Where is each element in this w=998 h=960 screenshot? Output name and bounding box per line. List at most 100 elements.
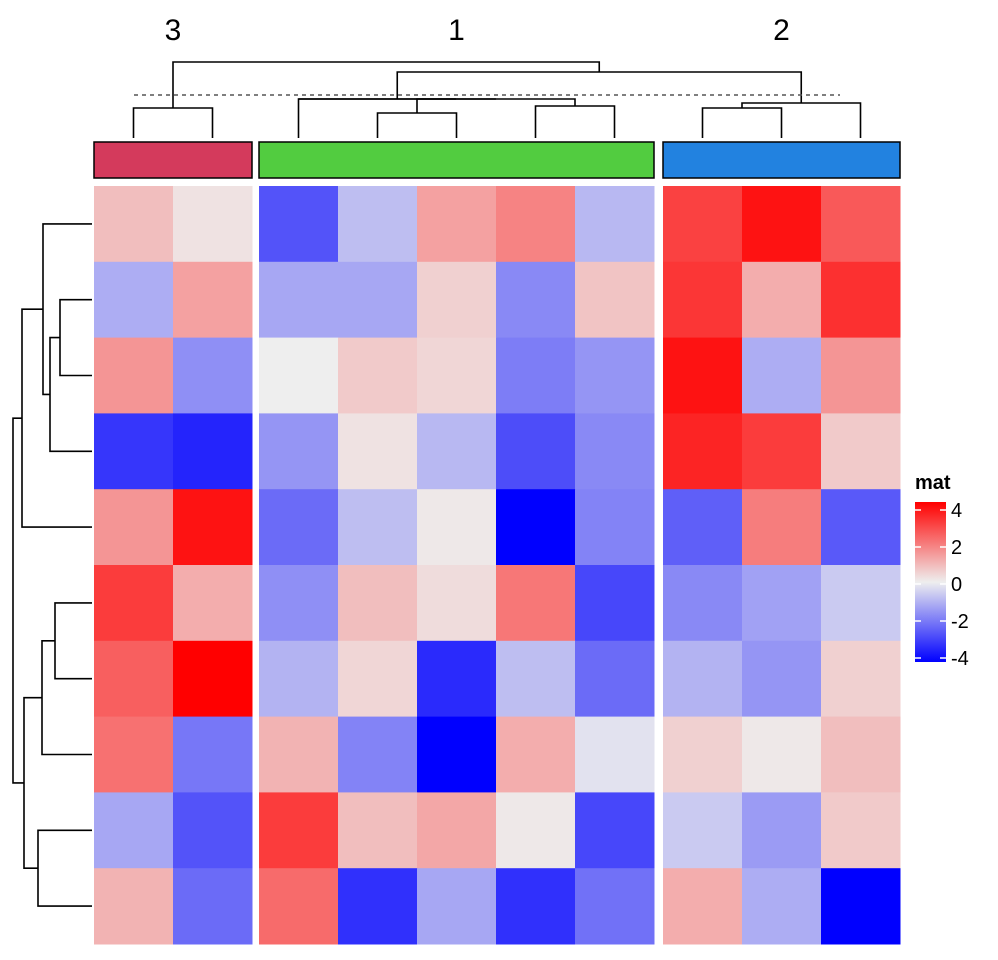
heatmap-cell [338, 413, 418, 490]
heatmap-cell [417, 261, 497, 339]
dendrogram-branch [21, 308, 92, 528]
heatmap-cell [417, 565, 497, 642]
heatmap-cell [742, 186, 822, 263]
heatmap-cell [417, 716, 497, 793]
row-dendrogram [12, 223, 92, 907]
group-labels: 3 1 2 [165, 14, 790, 47]
dendrogram-branch [172, 61, 601, 108]
dendrogram-branch [49, 336, 92, 453]
group-label: 1 [448, 14, 465, 47]
heatmap-cell [94, 640, 174, 718]
group-annotation-bars [93, 141, 901, 179]
heatmap-cell [742, 565, 822, 642]
heatmap-cell [496, 868, 576, 945]
heatmap-cell [259, 261, 339, 339]
heatmap-cell [338, 186, 418, 263]
heatmap-cell [575, 716, 655, 793]
heatmap-cell [742, 716, 822, 793]
heatmap-cell [742, 792, 822, 869]
heatmap-cell [496, 640, 576, 718]
heatmap-cell [173, 640, 253, 718]
heatmap-cell [496, 565, 576, 642]
heatmap-cell [173, 186, 253, 263]
heatmap-cell [663, 413, 743, 490]
heatmap-cell [417, 640, 497, 718]
heatmap-cell [575, 792, 655, 869]
heatmap-cell [742, 413, 822, 490]
dendrogram-branch [534, 105, 616, 138]
heatmap-cell [259, 716, 339, 793]
heatmap-cell [173, 792, 253, 869]
heatmap-cell [94, 413, 174, 490]
group-label: 2 [773, 14, 790, 47]
heatmap-cells [94, 186, 901, 945]
legend-tick-label: 0 [951, 574, 962, 596]
heatmap-cell [663, 868, 743, 945]
heatmap-cell [259, 489, 339, 566]
group-annotation-bar [93, 141, 253, 179]
heatmap-cell [496, 261, 576, 339]
heatmap-cell [742, 261, 822, 339]
heatmap-cell [338, 792, 418, 869]
dendrogram-branch [12, 417, 24, 784]
legend-tick-label: -2 [951, 611, 969, 633]
heatmap-cell [575, 186, 655, 263]
heatmap-cell [94, 565, 174, 642]
heatmap-cell [173, 413, 253, 490]
heatmap-cell [821, 261, 901, 339]
heatmap-cell [496, 186, 576, 263]
heatmap-cell [821, 489, 901, 566]
heatmap-cell [663, 489, 743, 566]
heatmap-cell [94, 792, 174, 869]
heatmap-cell [821, 792, 901, 869]
heatmap-cell [575, 640, 655, 718]
heatmap-cell [663, 337, 743, 414]
heatmap-cell [663, 565, 743, 642]
heatmap-cell [259, 565, 339, 642]
heatmap-cell [173, 261, 253, 339]
legend-tick-label: 2 [951, 537, 962, 559]
heatmap-cell [663, 716, 743, 793]
heatmap-cell [821, 337, 901, 414]
heatmap-cell [575, 261, 655, 339]
heatmap-cell [338, 868, 418, 945]
heatmap-cell [496, 716, 576, 793]
dendrogram-branch [701, 107, 783, 138]
heatmap-cell [821, 868, 901, 945]
heatmap-cell [742, 337, 822, 414]
legend-color-bar [915, 502, 946, 662]
heatmap-cell [821, 716, 901, 793]
heatmap-cell [338, 640, 418, 718]
heatmap-cell [821, 413, 901, 490]
heatmap-cell [94, 337, 174, 414]
legend-tick-label: -4 [951, 648, 969, 670]
heatmap-cell [417, 337, 497, 414]
heatmap-cell [663, 261, 743, 339]
heatmap-cell [338, 337, 418, 414]
heatmap-cell [821, 186, 901, 263]
heatmap-cell [663, 640, 743, 718]
heatmap-cell [417, 489, 497, 566]
heatmap-cell [575, 337, 655, 414]
dendrogram-branch [132, 107, 214, 138]
heatmap-cell [417, 792, 497, 869]
heatmap-cell [496, 792, 576, 869]
color-legend: mat 4 2 0 -2 -4 [915, 472, 969, 670]
heatmap-cell [94, 261, 174, 339]
dendrogram-branch [376, 112, 458, 138]
heatmap-cell [338, 565, 418, 642]
dendrogram-branch [41, 639, 92, 756]
heatmap-cell [338, 261, 418, 339]
group-annotation-bar [258, 141, 655, 179]
heatmap-cell [417, 868, 497, 945]
heatmap-cell [173, 868, 253, 945]
heatmap-cell [338, 716, 418, 793]
heatmap-cell [496, 413, 576, 490]
heatmap-cell [173, 489, 253, 566]
dendrogram-branch [59, 298, 92, 377]
heatmap-cell [94, 186, 174, 263]
heatmap-cell [259, 640, 339, 718]
column-dendrogram [132, 61, 862, 138]
heatmap-cell [575, 489, 655, 566]
